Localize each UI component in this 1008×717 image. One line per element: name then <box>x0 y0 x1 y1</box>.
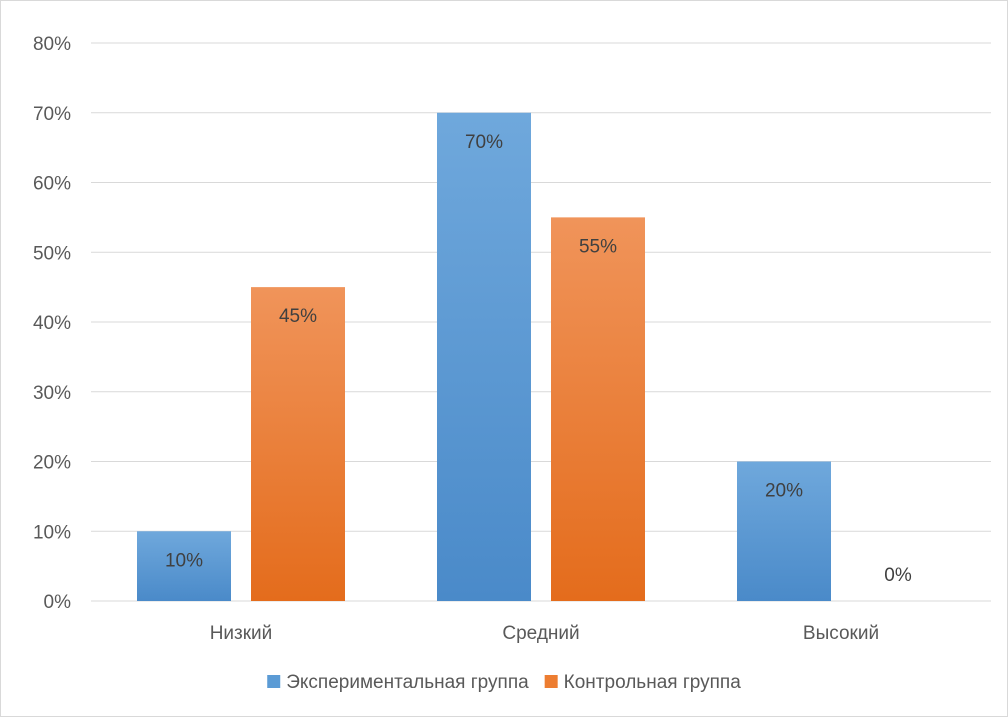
y-tick-label: 80% <box>33 34 71 55</box>
bar <box>737 461 831 601</box>
x-axis-categories: Низкий Средний Высокий <box>210 623 879 644</box>
legend-label: Экспериментальная группа <box>286 672 529 693</box>
y-tick-label: 30% <box>33 383 71 404</box>
bar <box>137 531 231 601</box>
bar <box>251 287 345 601</box>
y-tick-label: 10% <box>33 522 71 543</box>
data-label: 0% <box>884 565 912 586</box>
legend-item: Экспериментальная группа <box>267 672 529 693</box>
legend-swatch <box>544 675 558 688</box>
y-tick-label: 0% <box>44 592 72 613</box>
legend-label: Контрольная группа <box>564 672 742 693</box>
data-labels: 10% 45% 70% 55% 20% 0% <box>165 132 912 586</box>
y-tick-label: 60% <box>33 174 71 195</box>
x-tick-label: Средний <box>502 623 579 644</box>
data-label: 45% <box>279 306 317 327</box>
y-tick-label: 70% <box>33 104 71 125</box>
x-tick-label: Низкий <box>210 623 273 644</box>
legend-swatch <box>267 675 281 688</box>
bars <box>137 112 831 601</box>
y-tick-label: 40% <box>33 313 71 334</box>
data-label: 10% <box>165 550 203 571</box>
data-label: 55% <box>579 236 617 257</box>
x-tick-label: Высокий <box>803 623 879 644</box>
legend: Экспериментальная группа Контрольная груп… <box>267 672 741 693</box>
bar <box>551 217 645 601</box>
y-tick-label: 20% <box>33 453 71 474</box>
data-label: 70% <box>465 132 503 153</box>
data-label: 20% <box>765 481 803 502</box>
y-tick-label: 50% <box>33 243 71 264</box>
legend-item: Контрольная группа <box>544 672 742 693</box>
bar <box>437 112 531 601</box>
gridlines <box>91 42 991 602</box>
y-axis-ticks: 0% 10% 20% 30% 40% 50% 60% 70% 80% <box>33 34 71 613</box>
